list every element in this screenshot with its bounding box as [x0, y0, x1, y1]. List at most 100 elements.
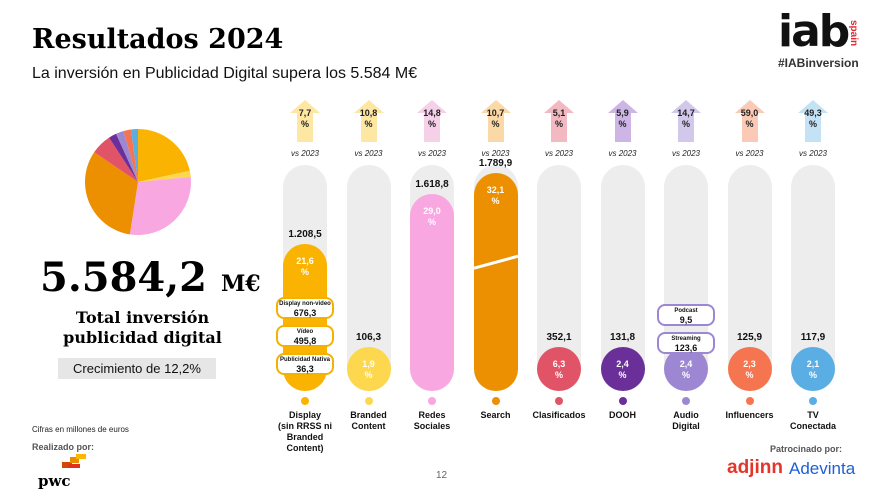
growth-percent-sign: %	[427, 119, 436, 129]
growth-value: 10,7%	[481, 108, 511, 130]
category-dot	[428, 397, 436, 405]
share-number: 32,1	[486, 185, 505, 195]
share-number: 29,0	[423, 205, 441, 216]
page-title: Resultados 2024	[32, 24, 284, 55]
bar-value-label: 125,9	[736, 332, 763, 343]
bar-share-label: 2,4%	[664, 359, 708, 381]
sub-breakdown-box: Display non-video 676,3	[276, 297, 334, 319]
growth-arrow-icon	[417, 100, 447, 142]
share-percent-sign: %	[618, 370, 627, 380]
growth-number: 59,0	[740, 108, 759, 118]
pwc-logo-icon	[62, 454, 86, 468]
bar-share-label: 32,1%	[474, 185, 518, 207]
growth-percent-sign: %	[491, 119, 500, 129]
bar-share-label: 6,3%	[537, 359, 581, 381]
bar-value-label: 131,8	[609, 332, 636, 343]
growth-value: 49,3%	[798, 108, 828, 130]
data-bar	[346, 347, 391, 391]
category-label: TV Conectada	[778, 410, 848, 432]
growth-arrow-icon	[290, 100, 320, 142]
total-investment: 5.584,2 M€	[40, 254, 261, 301]
comparison-label: vs 2023	[735, 149, 764, 158]
sub-breakdown-name: Podcast	[674, 308, 698, 314]
growth-percent-sign: %	[681, 119, 690, 129]
comparison-label: vs 2023	[481, 149, 510, 158]
category-label-line: TV	[807, 410, 819, 420]
share-percent-sign: %	[364, 370, 373, 380]
data-bar	[410, 193, 454, 391]
growth-value: 59,0%	[735, 108, 765, 130]
share-number: 2,3	[743, 359, 756, 369]
bar-share-label: 29,0%	[410, 206, 454, 228]
comparison-label: vs 2023	[417, 149, 447, 158]
category-label-line: Audio	[673, 410, 699, 420]
category-label-line: Sociales	[413, 421, 451, 431]
category-label-line: Conectada	[789, 421, 836, 431]
sub-breakdown-value: 676,3	[293, 308, 317, 318]
bar-share-label: 1,9%	[347, 359, 391, 381]
growth-value: 7,7%	[290, 108, 320, 130]
share-percent-sign: %	[300, 266, 309, 277]
logo-hashtag: #IABinversion	[778, 56, 859, 70]
bar-value-label: 106,3	[355, 332, 382, 343]
iab-spain-logo: iab spain #IABinversion	[778, 6, 868, 74]
bar-share-label: 2,3%	[728, 359, 772, 381]
share-percent-sign: %	[681, 370, 690, 380]
share-number: 2,4	[616, 359, 629, 369]
growth-arrow-icon	[607, 100, 638, 142]
category-label: DOOH	[588, 410, 658, 421]
growth-value: 5,1%	[544, 108, 574, 130]
sub-breakdown-name: Publicidad Nativa	[279, 357, 330, 363]
growth-arrow-icon	[480, 100, 511, 142]
category-label-line: Digital	[672, 421, 700, 431]
category-label: Branded Content	[334, 410, 404, 432]
share-percent-sign: %	[808, 370, 817, 380]
category-label-line: Content)	[286, 443, 324, 453]
growth-number: 7,7	[298, 108, 312, 118]
total-label: Total inversión publicidad digital	[40, 308, 245, 348]
pie-slice-6	[116, 131, 138, 182]
growth-number: 49,3	[804, 108, 822, 118]
category-dot	[618, 397, 627, 405]
growth-number: 5,9	[616, 108, 629, 118]
comparison-label: vs 2023	[354, 149, 383, 158]
category-label-line: Clasificados	[532, 410, 586, 420]
comparison-label: vs 2023	[608, 149, 637, 158]
pie-slice-8	[131, 129, 138, 182]
sub-breakdown-box: Vídeo 495,8	[276, 325, 334, 347]
sub-breakdown-value: 9,5	[679, 315, 693, 325]
category-label-line: Content	[351, 421, 386, 431]
scale-break-line	[473, 254, 518, 270]
data-bar	[791, 347, 835, 391]
growth-number: 10,8	[359, 108, 378, 118]
sub-breakdown-value: 495,8	[293, 336, 317, 346]
sub-breakdown-name: Display non-video	[279, 301, 331, 307]
growth-percent-sign: %	[364, 119, 373, 129]
category-label-line: Search	[480, 410, 511, 420]
growth-percent-sign: %	[808, 119, 817, 129]
share-number: 21,6	[296, 255, 314, 266]
sub-breakdown-name: Streaming	[671, 336, 701, 342]
comparison-label: vs 2023	[798, 149, 828, 158]
comparison-label: vs 2023	[544, 149, 574, 158]
data-bar	[537, 347, 581, 391]
total-value: 5.584,2	[40, 254, 208, 301]
growth-value: 14,7%	[671, 108, 701, 130]
logo-spain-text: spain	[848, 20, 859, 47]
bar-value-label: 117,9	[800, 332, 826, 343]
adevinta-logo: Adevinta	[789, 459, 856, 478]
total-unit: M€	[220, 271, 261, 297]
bar-value-label: 352,1	[546, 332, 572, 343]
growth-value: 10,8%	[354, 108, 384, 130]
share-number: 2,1	[806, 359, 820, 369]
comparison-label: vs 2023	[671, 149, 701, 158]
total-label-line2: publicidad digital	[63, 328, 222, 347]
page-subtitle: La inversión en Publicidad Digital super…	[32, 65, 418, 82]
share-pie-chart	[84, 129, 191, 235]
growth-number: 14,7	[677, 108, 695, 118]
growth-arrow-icon	[671, 100, 701, 142]
share-percent-sign: %	[554, 370, 563, 380]
pie-slice-4	[94, 137, 138, 182]
made-by-label: Realizado por:	[32, 442, 95, 452]
